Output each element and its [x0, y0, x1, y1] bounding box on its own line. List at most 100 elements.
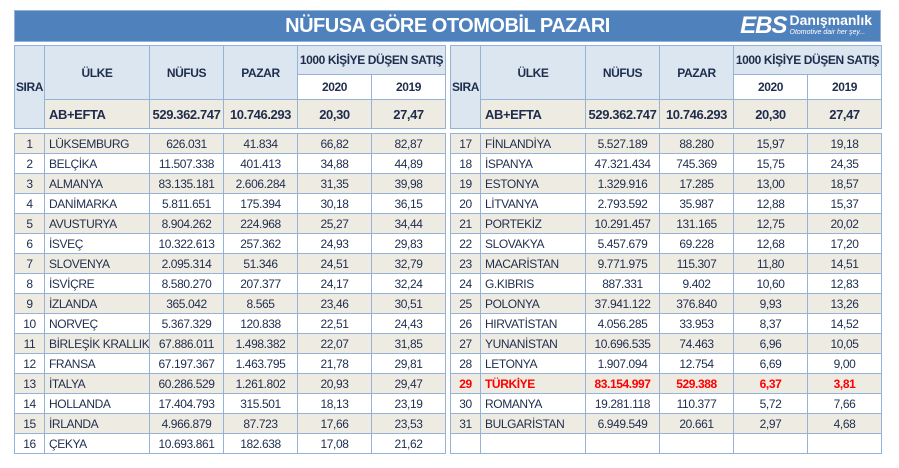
cell-market: 207.377 [223, 273, 298, 294]
cell-population: 1.329.916 [585, 173, 660, 194]
cell-per1000-2020: 15,97 [733, 133, 808, 154]
header-nufus: NÜFUS [585, 45, 660, 100]
cell-country: İRLANDA [44, 413, 150, 434]
cell-per1000-2019: 20,02 [807, 213, 882, 234]
cell-market: 376.840 [659, 293, 734, 314]
cell-market: 2.606.284 [223, 173, 298, 194]
cell-per1000-2019: 39,98 [371, 173, 446, 194]
header-sira: SIRA [14, 45, 45, 129]
cell-market: 257.362 [223, 233, 298, 254]
cell-market: 110.377 [659, 393, 734, 414]
left-header-table: SIRA ÜLKE NÜFUS PAZAR 1000 KİŞİYE DÜŞEN … [14, 45, 447, 129]
table-row: 2 BELÇİKA 11.507.338 401.413 34,88 44,89 [14, 153, 446, 174]
header-sira: SIRA [450, 45, 481, 129]
total-ulke: AB+EFTA [44, 99, 150, 129]
table-row: 11 BİRLEŞİK KRALLIK 67.886.011 1.498.382 22,… [14, 333, 446, 354]
cell-population: 1.907.094 [585, 353, 660, 374]
cell-per1000-2019: 24,43 [371, 313, 446, 334]
table-row: 1 LÜKSEMBURG 626.031 41.834 66,82 82,87 [14, 133, 446, 154]
cell-per1000-2020: 8,37 [733, 313, 808, 334]
cell-per1000-2020: 30,18 [297, 193, 372, 214]
table-row: 31 BULGARİSTAN 6.949.549 20.661 2,97 4,68 [450, 413, 882, 434]
cell-per1000-2019: 21,62 [371, 433, 446, 454]
cell-rank: 5 [14, 213, 45, 234]
table-row: 22 SLOVAKYA 5.457.679 69.228 12,68 17,20 [450, 233, 882, 254]
cell-per1000-2020: 17,66 [297, 413, 372, 434]
cell-market: 8.565 [223, 293, 298, 314]
cell-population: 8.580.270 [149, 273, 224, 294]
cell-population: 887.331 [585, 273, 660, 294]
cell-per1000-2020: 2,97 [733, 413, 808, 434]
cell-market: 745.369 [659, 153, 734, 174]
cell-rank: 14 [14, 393, 45, 414]
cell-per1000-2020: 11,80 [733, 253, 808, 274]
cell-country [480, 433, 586, 454]
cell-per1000-2019: 7,66 [807, 393, 882, 414]
cell-market: 1.463.795 [223, 353, 298, 374]
cell-per1000-2019: 31,85 [371, 333, 446, 354]
cell-country: MACARİSTAN [480, 253, 586, 274]
table-row: 14 HOLLANDA 17.404.793 315.501 18,13 23,19 [14, 393, 446, 414]
cell-market: 74.463 [659, 333, 734, 354]
table-row [450, 433, 882, 454]
table-row: 19 ESTONYA 1.329.916 17.285 13,00 18,57 [450, 173, 882, 194]
cell-population: 47.321.434 [585, 153, 660, 174]
cell-per1000-2019: 9,00 [807, 353, 882, 374]
cell-per1000-2019: 23,19 [371, 393, 446, 414]
header-group: 1000 KİŞİYE DÜŞEN SATIŞ [732, 45, 883, 75]
cell-per1000-2020: 12,88 [733, 193, 808, 214]
right-header-table: SIRA ÜLKE NÜFUS PAZAR 1000 KİŞİYE DÜŞEN … [450, 45, 883, 129]
table-row: 26 HIRVATİSTAN 4.056.285 33.953 8,37 14,52 [450, 313, 882, 334]
cell-population: 5.367.329 [149, 313, 224, 334]
cell-rank: 6 [14, 233, 45, 254]
header-2019: 2019 [806, 74, 883, 100]
cell-per1000-2020 [733, 433, 808, 454]
cell-rank: 15 [14, 413, 45, 434]
cell-per1000-2020: 66,82 [297, 133, 372, 154]
cell-rank: 8 [14, 273, 45, 294]
cell-rank: 13 [14, 373, 45, 394]
cell-population: 8.904.262 [149, 213, 224, 234]
cell-market: 12.754 [659, 353, 734, 374]
cell-rank: 28 [450, 353, 481, 374]
header-2020: 2020 [297, 74, 372, 100]
cell-market: 131.165 [659, 213, 734, 234]
table-row: 7 SLOVENYA 2.095.314 51.346 24,51 32,79 [14, 253, 446, 274]
table-row: 13 İTALYA 60.286.529 1.261.802 20,93 29,47 [14, 373, 446, 394]
cell-per1000-2020: 25,27 [297, 213, 372, 234]
header-pazar: PAZAR [223, 45, 298, 100]
table-row: 18 İSPANYA 47.321.434 745.369 15,75 24,35 [450, 153, 882, 174]
cell-country: DANİMARKA [44, 193, 150, 214]
cell-per1000-2020: 21,78 [297, 353, 372, 374]
cell-per1000-2020: 34,88 [297, 153, 372, 174]
cell-country: AVUSTURYA [44, 213, 150, 234]
cell-per1000-2019 [807, 433, 882, 454]
cell-market: 33.953 [659, 313, 734, 334]
cell-per1000-2019: 3,81 [807, 373, 882, 394]
table-row: 3 ALMANYA 83.135.181 2.606.284 31,35 39,98 [14, 173, 446, 194]
cell-per1000-2019: 24,35 [807, 153, 882, 174]
title-bar: NÜFUSA GÖRE OTOMOBİL PAZARI EBS Danışman… [14, 10, 881, 42]
cell-population: 5.811.651 [149, 193, 224, 214]
cell-per1000-2020: 31,35 [297, 173, 372, 194]
header-2019: 2019 [370, 74, 447, 100]
total-2020: 20,30 [733, 99, 808, 129]
cell-rank: 12 [14, 353, 45, 374]
cell-per1000-2019: 32,79 [371, 253, 446, 274]
cell-rank: 7 [14, 253, 45, 274]
header-pazar: PAZAR [659, 45, 734, 100]
cell-per1000-2019: 19,18 [807, 133, 882, 154]
cell-country: SLOVENYA [44, 253, 150, 274]
cell-per1000-2019: 14,52 [807, 313, 882, 334]
table-row: 20 LİTVANYA 2.793.592 35.987 12,88 15,37 [450, 193, 882, 214]
cell-population: 60.286.529 [149, 373, 224, 394]
cell-market: 51.346 [223, 253, 298, 274]
cell-per1000-2020: 6,96 [733, 333, 808, 354]
cell-market: 88.280 [659, 133, 734, 154]
cell-market: 224.968 [223, 213, 298, 234]
header-nufus: NÜFUS [149, 45, 224, 100]
table-row: 30 ROMANYA 19.281.118 110.377 5,72 7,66 [450, 393, 882, 414]
cell-population: 67.197.367 [149, 353, 224, 374]
ebs-logo: EBS Danışmanlık Otomotive dair her şey..… [740, 13, 872, 39]
total-ulke: AB+EFTA [480, 99, 586, 129]
